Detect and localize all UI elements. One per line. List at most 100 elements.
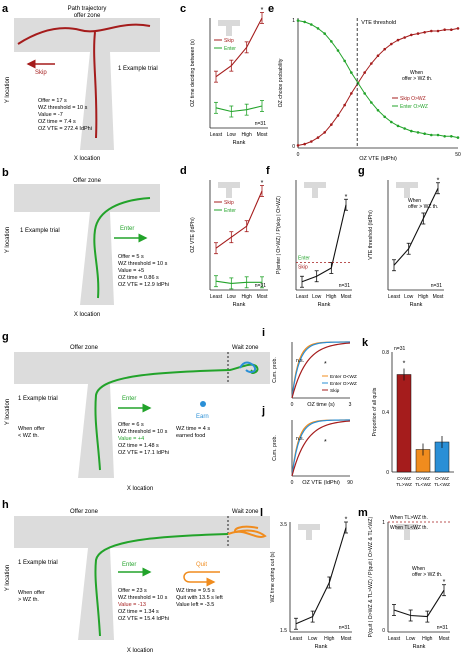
- tick-label-c: Most: [257, 132, 268, 138]
- tick-label-k: 90: [347, 480, 353, 486]
- series-point-e: [410, 129, 413, 133]
- series-point-e: [310, 23, 313, 26]
- inset-maze-n: [404, 530, 410, 540]
- ylabel-g: VTE threshold (IdPhi): [368, 210, 374, 260]
- stats-i: Offer = 23 s WZ threshold = 10 s Value =…: [118, 588, 169, 622]
- series-point-e: [456, 136, 460, 139]
- series-point-e: [383, 47, 386, 51]
- cond-h-0: When offer: [18, 426, 45, 432]
- significance-star-f: *: [345, 194, 348, 201]
- tick-label-l: 0.8: [382, 350, 389, 356]
- tick-label-m: Low: [308, 636, 318, 642]
- series-point-e: [396, 124, 400, 128]
- tick-label-g: High: [418, 294, 429, 300]
- enter-label-b: Enter: [120, 226, 134, 232]
- zone-a: offer zone: [74, 13, 101, 19]
- xlabel-m: Rank: [315, 644, 328, 650]
- svg-text:Value left = -3.5: Value left = -3.5: [176, 602, 214, 608]
- bar-0: [396, 374, 412, 473]
- xlabel-h: X location: [127, 486, 153, 492]
- cond-label-g: offer > WZ th.: [408, 204, 438, 210]
- series-point-e: [310, 140, 313, 143]
- maze-floor-h: [14, 352, 270, 478]
- tick-label-l: TL<WZ: [434, 482, 450, 488]
- series-point-e: [316, 136, 320, 139]
- panel-c: c Least Low High Most Rank OZ time deciding be…: [180, 3, 268, 146]
- series-point-e: [363, 92, 366, 95]
- inset-maze-c: [226, 26, 232, 36]
- ylabel-l: Proportion of all quits: [372, 387, 378, 436]
- series-point-e: [383, 115, 386, 119]
- xlabel-a: X location: [74, 156, 100, 162]
- panel-letter-g: g: [358, 165, 365, 177]
- ylabel-n: P(quit | O>WZ & TL>WZ) / P(quit | O>WZ &…: [368, 517, 374, 638]
- series-line-c-1: [215, 105, 263, 113]
- ylabel-d: OZ VTE (IdPhi): [190, 217, 196, 253]
- tick-label-d: High: [242, 294, 253, 300]
- cdf-line-k-2: [291, 420, 351, 477]
- svg-text:OZ time = 0.86 s: OZ time = 0.86 s: [118, 275, 159, 281]
- panel-letter-h: g: [2, 331, 9, 343]
- legend-label-d: Skip: [224, 200, 234, 206]
- svg-text:Offer = 23 s: Offer = 23 s: [118, 588, 147, 594]
- panel-letter-e: e: [268, 3, 274, 15]
- tick-label-l: TL>WZ: [396, 482, 412, 488]
- panel-m: l Least Low High Most Rank WZ time opting out …: [260, 507, 352, 650]
- inset-maze-f: [304, 182, 326, 188]
- svg-text:OZ time = 7.4 s: OZ time = 7.4 s: [38, 119, 76, 125]
- svg-text:Offer = 6 s: Offer = 6 s: [118, 422, 144, 428]
- legend-label-j: Enter O<WZ: [330, 374, 357, 380]
- n-label-c: n=31: [255, 121, 266, 127]
- panel-letter-a: a: [2, 3, 9, 15]
- quit-label-i: Quit: [196, 562, 207, 568]
- svg-text:earned food: earned food: [176, 433, 205, 439]
- tick-label-c: High: [242, 132, 253, 138]
- cond-label-n: offer > WZ th.: [412, 572, 442, 578]
- series-line-g-0: [393, 188, 439, 266]
- xlabel-g: Rank: [410, 302, 423, 308]
- tick-label-f: High: [326, 294, 337, 300]
- skip-label-a: Skip: [35, 70, 47, 76]
- svg-text:WZ threshold = 10 s: WZ threshold = 10 s: [38, 105, 88, 111]
- legend-label-e: Enter O>WZ: [400, 104, 428, 110]
- series-point-e: [430, 133, 433, 137]
- cond-label-g: When: [408, 198, 421, 204]
- svg-text:OZ VTE = 12.9 IdPhi: OZ VTE = 12.9 IdPhi: [118, 282, 169, 288]
- cdf-line-j-0: [291, 341, 351, 399]
- tick-label-l: 0: [386, 470, 389, 476]
- trial-i: 1 Example trial: [18, 560, 58, 566]
- series-line-e-1: [297, 20, 459, 139]
- ylabel-f: P(enter | O>WZ) / P(skip | O>WZ): [276, 196, 282, 274]
- series-point-e: [343, 59, 346, 63]
- series-point-e: [396, 38, 400, 42]
- ns-label-j: n.s.: [296, 358, 304, 364]
- tick-label-e: 0: [292, 144, 295, 150]
- legend-label-n: When TL>WZ th.: [390, 515, 428, 521]
- tick-label-m: Least: [290, 636, 303, 642]
- panel-i: h Offer zone Wait zone Enter Quit 1 Exam…: [2, 499, 270, 654]
- n-label-d: n=31: [255, 283, 266, 289]
- inset-maze-g: [404, 188, 410, 198]
- svg-text:OZ VTE = 17.1 IdPhi: OZ VTE = 17.1 IdPhi: [118, 450, 169, 456]
- tick-label-e: 50: [455, 152, 461, 158]
- tick-label-n: Least: [388, 636, 401, 642]
- panel-b: b Offer zone Enter 1 Example trial Offer…: [2, 167, 169, 318]
- xlabel-c: Rank: [233, 140, 246, 146]
- wz-stats-i: WZ time = 9.5 s Quit with 13.5 s left Va…: [176, 588, 223, 608]
- series-point-e: [450, 28, 453, 32]
- trial-b: 1 Example trial: [20, 228, 60, 234]
- cond-label-e: offer > WZ th.: [402, 76, 432, 82]
- cond-label-e: When: [410, 70, 423, 76]
- panel-letter-j: i: [262, 327, 265, 339]
- tick-label-m: 1.5: [280, 628, 287, 634]
- legend-label-e: Skip O>WZ: [400, 96, 426, 102]
- tick-label-m: Most: [341, 636, 352, 642]
- inset-maze-f: [312, 188, 318, 198]
- tick-label-j: 3: [349, 402, 352, 408]
- tick-label-c: Least: [210, 132, 223, 138]
- significance-star-g: *: [437, 177, 440, 184]
- series-point-e: [336, 49, 340, 52]
- panel-letter-b: b: [2, 167, 9, 179]
- series-point-e: [376, 109, 380, 112]
